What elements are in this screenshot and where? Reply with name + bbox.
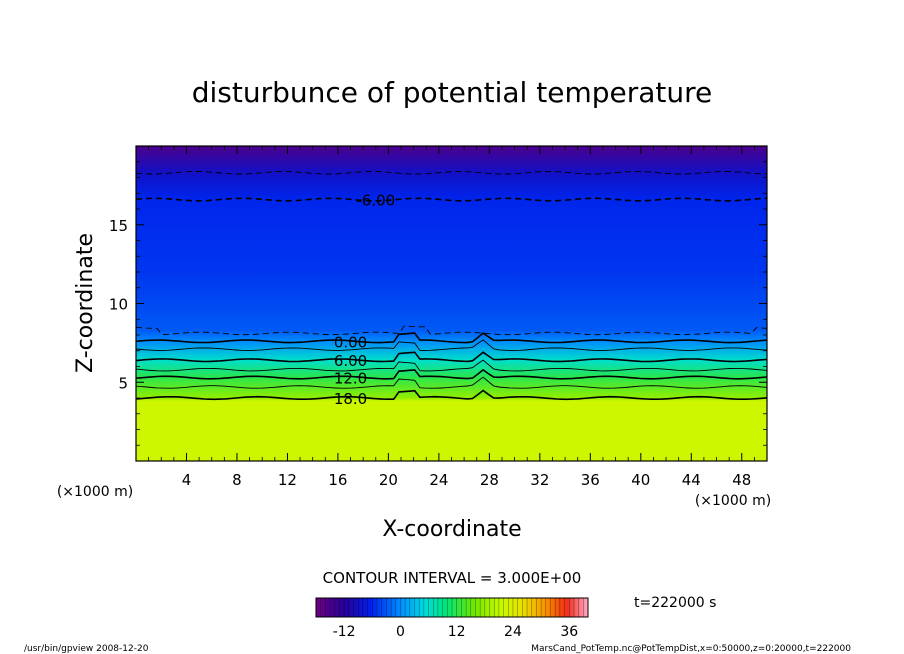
chart-title: disturbunce of potential temperature xyxy=(192,76,713,109)
y-axis-label: Z-coordinate xyxy=(73,233,98,373)
x-tick-label: 16 xyxy=(328,471,347,489)
colorbar-dividers xyxy=(320,598,584,617)
time-label: t=222000 s xyxy=(634,595,716,611)
footer-right: MarsCand_PotTemp.nc@PotTempDist,x=0:5000… xyxy=(531,644,851,654)
y-axis-ticks: 5 10 15 xyxy=(109,161,767,446)
colorbar-tick-label: 24 xyxy=(504,624,522,640)
contour-line xyxy=(136,171,767,175)
x-tick-label: 8 xyxy=(232,471,242,489)
x-axis-label: X-coordinate xyxy=(382,517,521,542)
contour-line xyxy=(136,332,767,344)
x-unit-right: (×1000 m) xyxy=(695,493,771,509)
x-tick-label: 28 xyxy=(480,471,499,489)
contour-line xyxy=(136,389,767,401)
footer-left: /usr/bin/gpview 2008-12-20 xyxy=(24,644,149,654)
x-tick-label: 48 xyxy=(732,471,751,489)
contour-label: 18.0 xyxy=(334,390,367,408)
contour-label: 6.00 xyxy=(334,352,367,370)
contour-line xyxy=(136,376,767,389)
contour-line xyxy=(136,359,767,372)
contour-line xyxy=(136,351,767,363)
y-tick-label: 10 xyxy=(109,296,128,314)
colorbar-tick-label: -12 xyxy=(333,624,356,640)
contour-label: 12.0 xyxy=(334,370,367,388)
contour-label: -6.00 xyxy=(356,192,395,210)
x-tick-label: 4 xyxy=(182,471,192,489)
contour-line xyxy=(136,197,767,202)
x-tick-label: 32 xyxy=(530,471,549,489)
x-tick-label: 24 xyxy=(429,471,448,489)
colorbar-ticks: -12 0 12 24 36 xyxy=(333,624,579,640)
colorbar-tick-label: 36 xyxy=(560,624,578,640)
colorbar-frame xyxy=(315,597,589,618)
x-tick-label: 44 xyxy=(682,471,701,489)
contour-lines xyxy=(136,171,767,401)
contour-line xyxy=(136,339,767,351)
y-tick-label: 5 xyxy=(118,374,128,392)
colorbar-tick-label: 12 xyxy=(448,624,466,640)
x-tick-label: 12 xyxy=(278,471,297,489)
contour-label: 0.00 xyxy=(334,333,367,351)
x-axis-ticks: 4 8 12 16 20 24 28 32 36 40 44 48 xyxy=(148,146,755,489)
y-tick-label: 15 xyxy=(109,217,128,235)
x-tick-label: 36 xyxy=(581,471,600,489)
contour-interval: CONTOUR INTERVAL = 3.000E+00 xyxy=(323,569,582,587)
x-tick-label: 20 xyxy=(379,471,398,489)
x-tick-label: 40 xyxy=(631,471,650,489)
colorbar: -12 0 12 24 36 xyxy=(315,597,589,640)
contour-line xyxy=(136,368,767,380)
x-unit-left: (×1000 m) xyxy=(57,484,133,500)
heatmap-field xyxy=(136,146,767,461)
colorbar-tick-label: 0 xyxy=(396,624,405,640)
